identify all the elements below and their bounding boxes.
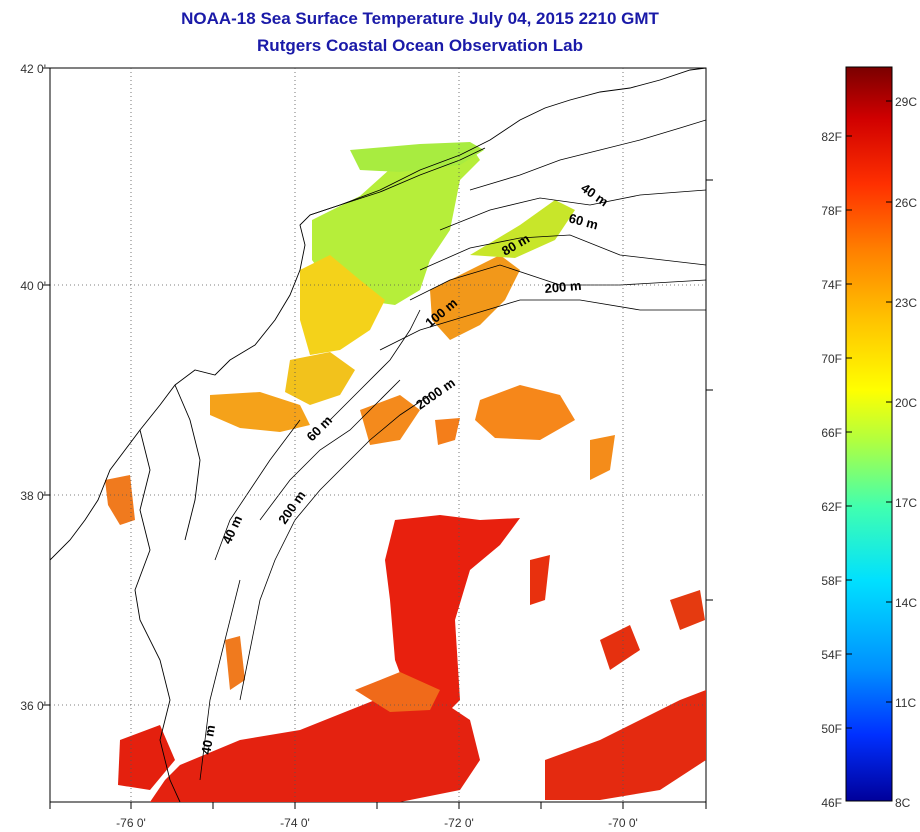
sst-data-layer <box>105 142 706 802</box>
isobath-60m-north <box>439 189 706 231</box>
lon-label: -72 0' <box>444 816 474 830</box>
coastline-main <box>50 68 706 561</box>
colorbar-c-label: 23C <box>895 296 917 310</box>
longitude-labels: -76 0' -74 0' -72 0' -70 0' <box>116 816 638 830</box>
colorbar-f-label: 54F <box>821 648 842 662</box>
coastline-longisland <box>309 147 486 216</box>
isobath-label: 60 m <box>567 210 600 232</box>
lat-label: 40 0' <box>20 279 46 293</box>
isobath-label: 40 m <box>198 724 218 756</box>
fahrenheit-labels: 82F 78F 74F 70F 66F 62F 58F 54F 50F 46F <box>821 130 842 810</box>
colorbar-f-label: 46F <box>821 796 842 810</box>
coastline-chesapeake <box>134 429 181 802</box>
sst-patch-red-gulfstream <box>385 515 520 720</box>
map-title: NOAA-18 Sea Surface Temperature July 04,… <box>181 9 659 28</box>
colorbar-f-label: 50F <box>821 722 842 736</box>
sst-patch-orange-shelf1 <box>210 392 310 432</box>
colorbar-f-label: 74F <box>821 278 842 292</box>
lon-label: -76 0' <box>116 816 146 830</box>
colorbar-c-label: 29C <box>895 95 917 109</box>
colorbar-ticks <box>846 100 892 729</box>
lon-label: -70 0' <box>608 816 638 830</box>
isobath-80m <box>419 234 706 271</box>
colorbar-c-label: 26C <box>895 196 917 210</box>
sst-patch-orange-shelf2 <box>430 255 520 340</box>
isobath-40m-north <box>469 119 706 191</box>
sst-patch-orange-chesapeake <box>105 475 135 525</box>
colorbar <box>845 66 893 802</box>
colorbar-f-label: 66F <box>821 426 842 440</box>
sst-patch-red-south <box>150 690 480 802</box>
lat-label: 42 0' <box>20 62 46 76</box>
frame-ticks <box>43 67 713 809</box>
sst-patch-orange-south <box>355 672 440 712</box>
lat-label: 38 0' <box>20 489 46 503</box>
isobath-label: 200 m <box>544 278 582 296</box>
isobath-40m-south <box>199 579 241 781</box>
latitude-labels: 42 0' 40 0' 38 0' 36 0' <box>20 62 46 713</box>
lon-label: -74 0' <box>280 816 310 830</box>
sst-patch-orange-nc <box>225 636 245 690</box>
isobath-40m-mid <box>214 419 301 561</box>
lat-label: 36 0' <box>20 699 46 713</box>
sst-patch-red-east2 <box>600 625 640 670</box>
sst-patch-green-shelf <box>312 145 480 305</box>
sst-patch-red-small <box>530 555 550 605</box>
isobath-200m-north <box>409 264 706 301</box>
coastline-delaware <box>174 384 201 541</box>
colorbar-f-label: 78F <box>821 204 842 218</box>
isobath-2000m <box>379 299 706 351</box>
map-subtitle: Rutgers Coastal Ocean Observation Lab <box>257 36 583 55</box>
sst-patch-orange-small2 <box>435 418 460 445</box>
coastline-layer <box>50 68 706 802</box>
sst-patch-red-east3 <box>670 590 705 630</box>
sst-patch-green-shelf2 <box>470 200 575 258</box>
colorbar-c-label: 17C <box>895 496 917 510</box>
celsius-labels: 29C 26C 23C 20C 17C 14C 11C 8C <box>895 95 917 810</box>
sst-patch-orange-offshore <box>475 385 575 440</box>
isobath-60m-south <box>329 309 421 421</box>
colorbar-c-label: 11C <box>895 696 916 710</box>
colorbar-c-label: 20C <box>895 396 917 410</box>
colorbar-f-label: 82F <box>821 130 842 144</box>
sst-patch-yellow-nj <box>300 255 385 355</box>
graticule <box>50 68 706 802</box>
colorbar-f-label: 58F <box>821 574 842 588</box>
sst-patch-orange-small1 <box>590 435 615 480</box>
isobath-shelf-break <box>239 394 431 701</box>
colorbar-c-label: 8C <box>895 796 911 810</box>
sst-patch-yellow-delmarva <box>285 352 355 405</box>
sst-patch-orange-mid <box>360 395 420 445</box>
colorbar-f-label: 70F <box>821 352 842 366</box>
isobath-layer <box>199 119 706 781</box>
colorbar-f-label: 62F <box>821 500 842 514</box>
isobath-200m-south <box>259 379 401 521</box>
sst-patch-green-ny <box>350 142 484 172</box>
colorbar-c-label: 14C <box>895 596 917 610</box>
sst-patch-red-east1 <box>545 690 706 800</box>
